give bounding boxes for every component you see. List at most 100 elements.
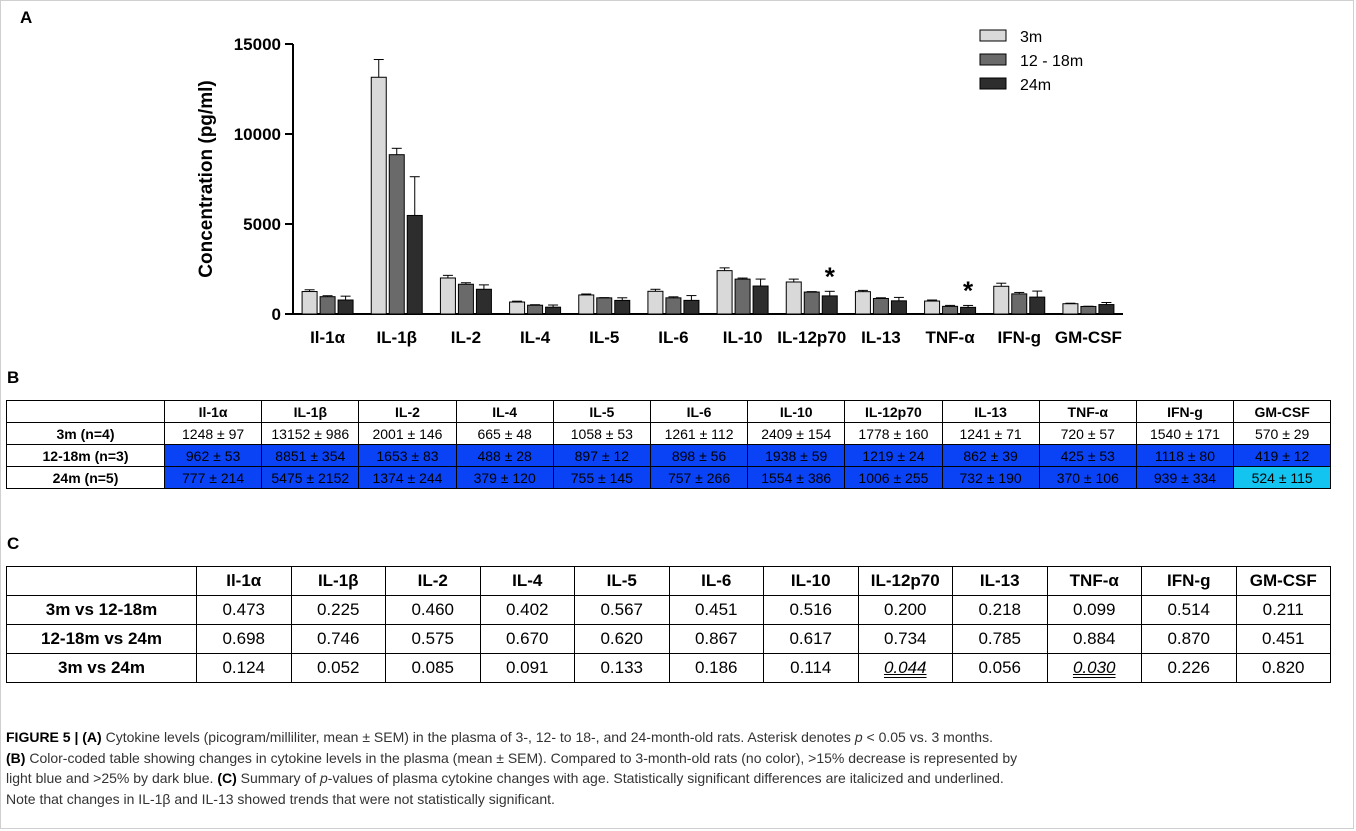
row-header: 3m vs 24m bbox=[6, 653, 197, 683]
x-tick-label: IL-1β bbox=[376, 328, 417, 347]
row-header: 3m vs 12-18m bbox=[6, 595, 197, 625]
legend-label: 12 - 18m bbox=[1020, 53, 1083, 70]
table-cell: 0.056 bbox=[952, 653, 1048, 683]
table-cell: 0.211 bbox=[1235, 595, 1331, 625]
y-tick-label: 5000 bbox=[243, 215, 281, 234]
caption-a-label: (A) bbox=[82, 729, 102, 745]
significance-asterisk: * bbox=[825, 261, 836, 291]
bar bbox=[457, 283, 474, 315]
table-cell: 0.133 bbox=[574, 653, 670, 683]
bar bbox=[319, 296, 336, 315]
x-tick-label: GM-CSF bbox=[1055, 328, 1122, 347]
column-header: IL-5 bbox=[574, 566, 670, 596]
legend-swatch bbox=[979, 29, 1007, 42]
table-cell: 1241 ± 71 bbox=[941, 422, 1040, 445]
column-header: IL-10 bbox=[747, 400, 846, 423]
caption-figure-label: FIGURE 5 | bbox=[6, 729, 83, 745]
bar bbox=[890, 300, 907, 315]
bar bbox=[370, 76, 387, 315]
row-header: 12-18m vs 24m bbox=[6, 624, 197, 654]
table-cell: 419 ± 12 bbox=[1233, 444, 1332, 467]
bar bbox=[301, 291, 318, 315]
legend-swatch bbox=[979, 53, 1007, 66]
table-cell: 0.451 bbox=[1235, 624, 1331, 654]
table-row: 3m (n=4) 1248 ± 97 13152 ± 986 2001 ± 146 66… bbox=[6, 422, 1332, 445]
bar bbox=[665, 297, 682, 315]
table-cell: 0.402 bbox=[479, 595, 575, 625]
column-header: IFN-g bbox=[1135, 400, 1235, 423]
column-header: IL-4 bbox=[455, 400, 554, 423]
caption-a-text: Cytokine levels (picogram/milliliter, me… bbox=[101, 729, 855, 745]
table-cell: 370 ± 106 bbox=[1038, 466, 1137, 489]
bar bbox=[803, 291, 820, 315]
bar bbox=[854, 291, 871, 315]
column-header: Il-1α bbox=[196, 566, 292, 596]
bar bbox=[545, 306, 562, 315]
table-cell: 0.226 bbox=[1141, 653, 1237, 683]
y-axis-label: Concentration (pg/ml) bbox=[196, 80, 217, 277]
table-cell: 777 ± 214 bbox=[163, 466, 263, 489]
caption-p-symbol: p bbox=[854, 729, 863, 745]
bar bbox=[1080, 305, 1097, 315]
table-cell: 1261 ± 112 bbox=[649, 422, 749, 445]
caption-b-label: (B) bbox=[6, 749, 26, 766]
x-tick-label: Il-1α bbox=[310, 328, 346, 347]
row-header: 3m (n=4) bbox=[6, 422, 165, 445]
column-header: IL-10 bbox=[763, 566, 859, 596]
table-cell: 524 ± 115 bbox=[1233, 466, 1332, 489]
p-values-table: Il-1α IL-1β IL-2 IL-4 IL-5 IL-6 IL-10 IL-12p70 I… bbox=[6, 566, 1331, 683]
table-cell: 0.514 bbox=[1141, 595, 1237, 625]
bar bbox=[509, 301, 526, 315]
column-header: GM-CSF bbox=[1233, 400, 1332, 423]
table-cell: 0.516 bbox=[763, 595, 859, 625]
table-cell: 0.567 bbox=[574, 595, 670, 625]
caption-b-text-cont: light blue and >25% by dark blue. bbox=[6, 770, 218, 786]
table-cell: 0.785 bbox=[952, 624, 1048, 654]
row-header: 12-18m (n=3) bbox=[6, 444, 165, 467]
x-tick-label: IFN-g bbox=[998, 328, 1041, 347]
table-b-header-row: Il-1α IL-1β IL-2 IL-4 IL-5 IL-6 IL-10 IL-12p70 I… bbox=[6, 400, 1332, 423]
table-cell: 1374 ± 244 bbox=[358, 466, 457, 489]
table-cell: 1248 ± 97 bbox=[163, 422, 263, 445]
table-cell: 0.670 bbox=[479, 624, 575, 654]
bar bbox=[596, 297, 613, 315]
table-cell: 1554 ± 386 bbox=[747, 466, 846, 489]
table-row: 24m (n=5) 777 ± 214 5475 ± 2152 1374 ± 244 3… bbox=[6, 466, 1332, 489]
table-cell: 0.746 bbox=[290, 624, 386, 654]
table-cell: 2001 ± 146 bbox=[358, 422, 457, 445]
column-header: IL-5 bbox=[552, 400, 651, 423]
column-header: IL-1β bbox=[261, 400, 360, 423]
bar bbox=[578, 294, 595, 315]
bar bbox=[993, 285, 1010, 315]
table-cell: 732 ± 190 bbox=[941, 466, 1040, 489]
table-cell: 0.030 bbox=[1046, 653, 1142, 683]
bar bbox=[614, 299, 631, 315]
table-cell: 0.451 bbox=[668, 595, 764, 625]
bar bbox=[1062, 303, 1079, 315]
table-row: 3m vs 12-18m 0.473 0.225 0.460 0.402 0.567 0.4… bbox=[6, 595, 1331, 625]
table-cell: 0.218 bbox=[952, 595, 1048, 625]
x-tick-label: IL-4 bbox=[520, 328, 551, 347]
x-tick-label: IL-6 bbox=[658, 328, 688, 347]
column-header: GM-CSF bbox=[1235, 566, 1331, 596]
x-tick-label: IL-12p70 bbox=[777, 328, 846, 347]
column-header: IL-6 bbox=[649, 400, 749, 423]
table-cell: 13152 ± 986 bbox=[261, 422, 360, 445]
caption-c-label: (C) bbox=[217, 770, 237, 786]
table-cell: 570 ± 29 bbox=[1233, 422, 1332, 445]
table-cell: 5475 ± 2152 bbox=[261, 466, 360, 489]
table-cell: 0.473 bbox=[196, 595, 292, 625]
table-cell: 962 ± 53 bbox=[163, 444, 263, 467]
table-cell: 0.124 bbox=[196, 653, 292, 683]
caption-line-4: Note that changes in IL-1β and IL-13 sho… bbox=[6, 789, 1336, 810]
x-tick-label: IL-10 bbox=[723, 328, 763, 347]
bar bbox=[683, 299, 700, 315]
table-cell: 1540 ± 171 bbox=[1135, 422, 1235, 445]
y-tick-label: 0 bbox=[272, 305, 281, 324]
table-cell: 0.867 bbox=[668, 624, 764, 654]
table-cell: 1118 ± 80 bbox=[1135, 444, 1235, 467]
bar bbox=[475, 288, 492, 315]
bar bbox=[439, 277, 456, 315]
bar bbox=[734, 278, 751, 315]
